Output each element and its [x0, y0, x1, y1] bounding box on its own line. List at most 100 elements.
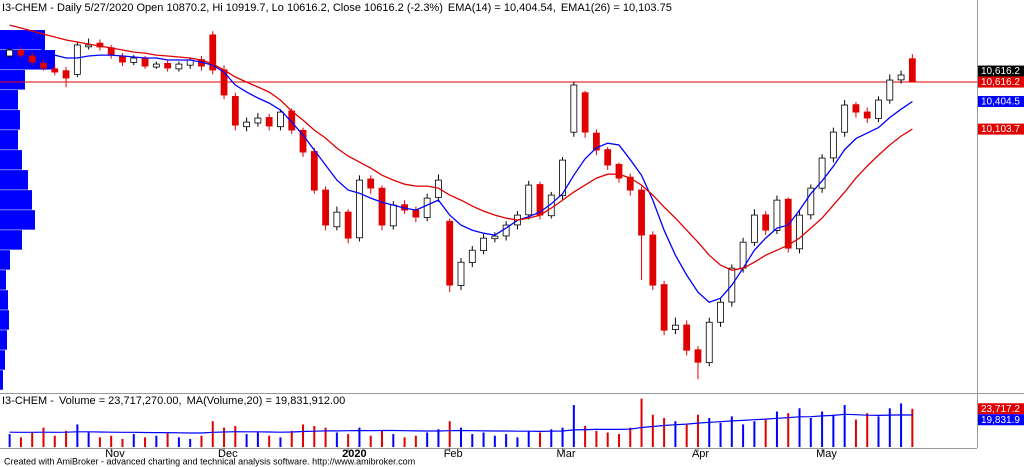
candle-body [446, 220, 454, 286]
candle-body [423, 197, 431, 218]
candle-body [40, 62, 47, 69]
volume-bar [437, 429, 440, 447]
volume-bar [696, 414, 699, 447]
volume-bar [460, 427, 462, 447]
legend-text: I3-CHEM - Daily 5/27/2020 Open 10870.2, … [2, 2, 443, 14]
volume-bar [629, 427, 632, 447]
volume-bar [369, 435, 372, 447]
volume-profile-bar [0, 30, 45, 50]
volume-bar [302, 424, 305, 447]
volume-bar [155, 435, 158, 447]
volume-bar [911, 408, 914, 447]
candle-body [762, 214, 770, 231]
candle-body [344, 211, 352, 239]
volume-bar [76, 424, 79, 447]
candle-body [322, 189, 329, 226]
volume-profile-bar [0, 170, 28, 190]
candle-body [807, 187, 815, 216]
legend-text: Volume = 23,717,270.00, [59, 395, 182, 407]
legend-text: EMA(14) = 10,404.54, [448, 2, 556, 14]
volume-bar [584, 426, 587, 447]
volume-bar [674, 421, 677, 447]
volume-bar [19, 437, 22, 447]
candle-body [85, 44, 93, 48]
volume-bar [53, 435, 56, 447]
volume-bar [640, 398, 643, 447]
candle-body [62, 70, 70, 79]
volume-bar [527, 430, 530, 447]
candle-body [581, 92, 589, 133]
volume-bar [877, 416, 880, 447]
candle-body [491, 235, 499, 240]
ema-line [9, 34, 913, 303]
volume-profile-bar [0, 250, 10, 270]
candle-body [829, 131, 837, 159]
volume-bar [347, 434, 350, 447]
value-label: 23,717.2 [981, 404, 1020, 415]
volume-bar [821, 411, 824, 447]
volume-bar [268, 435, 271, 447]
x-tick-label: Nov [105, 448, 125, 460]
candle-body [784, 198, 792, 249]
volume-profile-bar [0, 350, 5, 370]
volume-profile-bar [0, 270, 6, 290]
volume-bar [31, 432, 34, 447]
footer: Created with AmiBroker - advanced charti… [4, 456, 415, 466]
volume-bar [538, 432, 541, 447]
volume-ma-line [9, 413, 913, 434]
candle-body [367, 178, 375, 189]
volume-profile-bar [0, 150, 22, 170]
volume-profile-bar [0, 370, 3, 390]
candle-body [333, 211, 341, 228]
volume-bar [708, 417, 711, 447]
volume-profile-bar [0, 210, 35, 230]
candle-body [17, 50, 25, 56]
x-tick-label: May [816, 448, 837, 460]
value-label-box [978, 76, 1024, 88]
candle-body [852, 104, 860, 113]
volume-profile-bar [0, 130, 18, 150]
candle-body [209, 34, 217, 71]
volume-bar [189, 438, 192, 447]
legend-text: MA(Volume,20) = 19,831,912.00 [187, 395, 346, 407]
candle-body [412, 209, 420, 218]
candle-body [604, 149, 612, 166]
value-label: 19,831.9 [981, 415, 1020, 426]
volume-bar [617, 434, 620, 447]
volume-profile-bar [0, 330, 7, 350]
value-label-box [978, 403, 1024, 415]
x-tick-label: Apr [692, 448, 709, 460]
candle-body [886, 79, 894, 101]
volume-bar [493, 435, 496, 447]
volume-bar [663, 417, 666, 447]
candle-body [796, 214, 803, 250]
candle-body [615, 163, 623, 179]
volume-bar [335, 432, 338, 447]
candle-body [660, 284, 668, 331]
volume-profile-bar [0, 110, 20, 130]
candle-body [570, 84, 578, 133]
volume-bar [516, 437, 519, 447]
volume-profile-bar [0, 230, 22, 250]
candle-body [480, 237, 487, 252]
volume-bar [132, 434, 135, 447]
candle-body [649, 234, 657, 286]
candle-body [559, 159, 566, 196]
legend-text: EMA1(26) = 10,103.75 [561, 2, 672, 14]
volume-bar [223, 427, 226, 447]
volume-bar [900, 403, 903, 447]
value-label: 10,616.2 [981, 66, 1020, 77]
candle-body [277, 111, 284, 128]
candle-body [164, 62, 172, 69]
volume-bar [110, 435, 113, 447]
volume-bar [98, 437, 101, 447]
volume-bar [550, 429, 553, 447]
volume-bar [685, 424, 688, 447]
candle-body [73, 44, 81, 75]
volume-bar [505, 434, 508, 447]
candle-body [705, 321, 713, 364]
volume-bar [414, 435, 417, 447]
candle-body [638, 189, 645, 236]
volume-bar [471, 434, 474, 447]
